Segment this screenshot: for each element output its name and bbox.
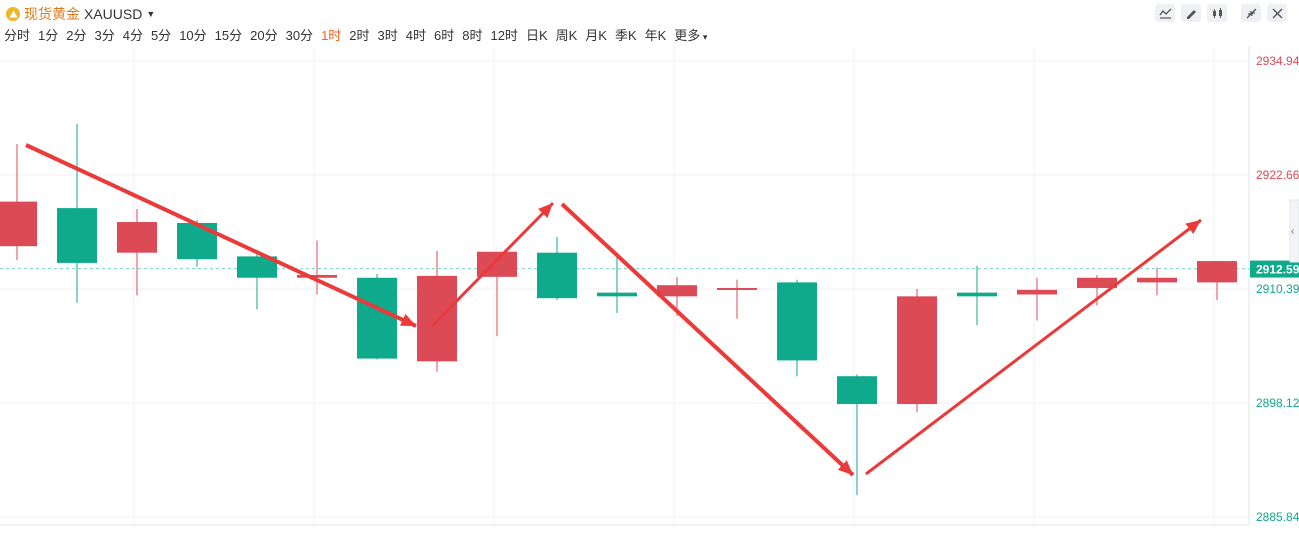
- tab-period-7[interactable]: 15分: [214, 28, 243, 43]
- close-icon[interactable]: [1267, 4, 1287, 22]
- candle-body: [177, 222, 217, 260]
- candle-body: [897, 296, 937, 405]
- candle-body: [537, 252, 577, 299]
- candle-body: [297, 274, 337, 278]
- tab-period-9[interactable]: 30分: [285, 28, 314, 43]
- arrow-up-1-head: [538, 203, 553, 218]
- last-price-tag: [1250, 260, 1299, 278]
- tab-period-14[interactable]: 6时: [434, 28, 455, 43]
- tab-period-18[interactable]: 周K: [555, 28, 578, 43]
- arrow-up-1-line: [430, 201, 555, 328]
- candle-body: [237, 256, 277, 278]
- tab-period-8[interactable]: 20分: [250, 28, 278, 43]
- candle-body: [957, 292, 997, 297]
- tab-period-10[interactable]: 1时: [321, 28, 342, 43]
- candle-body: [777, 282, 817, 361]
- tab-period-20[interactable]: 季K: [614, 28, 637, 43]
- draw-icon[interactable]: [1181, 4, 1201, 22]
- chevron-left-icon: ‹: [1291, 226, 1294, 237]
- y-tick-label: 2910.39: [1256, 282, 1299, 296]
- candle-body: [1137, 277, 1177, 283]
- candle-body: [1197, 261, 1237, 283]
- tab-period-0[interactable]: 分时: [4, 28, 31, 43]
- last-price-label: 2912.59: [1256, 263, 1299, 277]
- arrow-up-2-line: [865, 218, 1202, 476]
- period-tabs: 分时 1分 2分 3分 4分 5分 10分 15分 20分 30分 1时 2时 3时 4时 6时 8时 12时日…: [0, 27, 711, 45]
- candle-body: [717, 287, 757, 290]
- candle-body: [597, 292, 637, 297]
- arrow-down-1-line: [25, 143, 417, 328]
- tab-period-6[interactable]: 10分: [179, 28, 207, 43]
- y-tick-label: 2922.66: [1256, 168, 1299, 182]
- tab-period-15[interactable]: 8时: [462, 28, 483, 43]
- arrow-down-2-line: [560, 202, 855, 477]
- y-tick-label: 2898.12: [1256, 396, 1299, 410]
- tab-period-12[interactable]: 3时: [377, 28, 398, 43]
- tab-period-13[interactable]: 4时: [405, 28, 426, 43]
- collapse-icon[interactable]: [1241, 4, 1261, 22]
- arrow-down-1-head: [400, 313, 416, 326]
- candle-body: [837, 376, 877, 405]
- candle-body: [57, 208, 97, 263]
- symbol-code: XAUUSD: [84, 6, 143, 22]
- symbol-selector[interactable]: 现货黄金 XAUUSD ▼: [6, 4, 155, 24]
- tab-period-2[interactable]: 2分: [66, 28, 87, 43]
- candle-body: [357, 277, 397, 359]
- candle-body: [417, 275, 457, 362]
- candle-body: [657, 285, 697, 297]
- symbol-name: 现货黄金: [24, 6, 80, 22]
- candle-body: [1017, 289, 1057, 295]
- tab-period-5[interactable]: 5分: [150, 28, 172, 43]
- y-tick-label: 2934.94: [1256, 54, 1299, 68]
- candle-body: [0, 201, 37, 247]
- tab-period-19[interactable]: 月K: [585, 28, 607, 43]
- tab-period-3[interactable]: 3分: [94, 28, 115, 43]
- arrow-up-2-head: [1185, 220, 1201, 235]
- indicator-icon[interactable]: [1155, 4, 1175, 22]
- candle-body: [117, 222, 157, 253]
- scroll-handle[interactable]: [1289, 199, 1299, 263]
- tab-period-11[interactable]: 2时: [349, 28, 370, 43]
- gold-coin-icon: [6, 7, 20, 21]
- arrow-down-2-head: [837, 460, 853, 475]
- tab-period-22[interactable]: 更多: [670, 27, 711, 45]
- tab-period-16[interactable]: 12时: [490, 28, 518, 43]
- tab-period-1[interactable]: 1分: [38, 28, 59, 43]
- y-tick-label: 2885.84: [1256, 510, 1299, 524]
- tab-period-17[interactable]: 日K: [525, 28, 548, 43]
- tab-period-21[interactable]: 年K: [644, 28, 667, 43]
- candle-type-icon[interactable]: [1207, 4, 1227, 22]
- candle-body: [1077, 277, 1117, 288]
- toolbar-header: 现货黄金 XAUUSD ▼ 分时 1分 2分 3分 4分 5分 10分 15分 20分 30分 1时…: [0, 0, 1299, 43]
- tab-period-4[interactable]: 4分: [122, 28, 143, 43]
- chevron-down-icon: ▼: [146, 9, 156, 19]
